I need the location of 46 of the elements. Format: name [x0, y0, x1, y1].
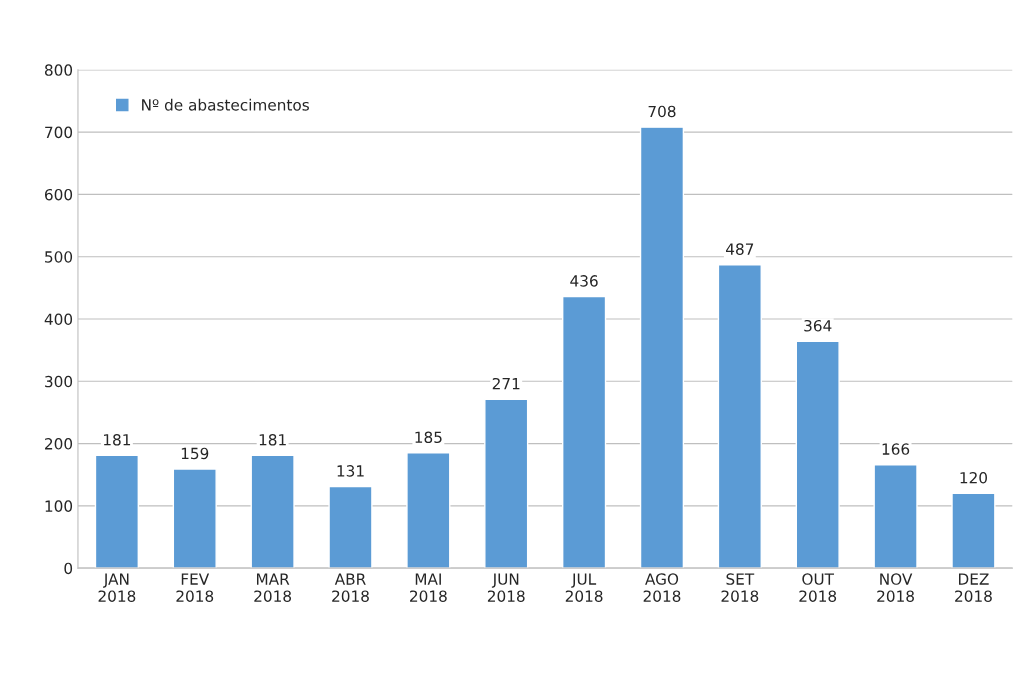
bar	[484, 398, 529, 569]
y-tick-label: 700	[45, 126, 73, 139]
bar	[873, 464, 918, 569]
bar	[717, 264, 762, 569]
bar	[561, 295, 607, 569]
x-tick-label: NOV 2018	[877, 573, 914, 602]
data-label: 271	[492, 377, 520, 390]
y-tick-label: 800	[44, 64, 73, 76]
bar	[94, 454, 139, 569]
x-tick-label: MAR 2018	[254, 573, 292, 602]
data-label: 487	[726, 243, 754, 255]
data-label: 181	[103, 433, 131, 446]
data-label: 436	[570, 275, 598, 287]
bar	[795, 340, 840, 569]
x-tick-label: MAI 2018	[410, 573, 447, 602]
y-tick-label: 400	[44, 313, 73, 326]
x-tick-label: JUN 2018	[487, 573, 525, 602]
y-tick-label: 100	[45, 500, 73, 512]
y-tick-label: 0	[64, 562, 73, 575]
data-label: 708	[648, 105, 676, 118]
x-tick-label: DEZ 2018	[955, 573, 992, 602]
data-label: 166	[882, 443, 910, 455]
data-label: 364	[804, 319, 832, 332]
data-label: 159	[181, 447, 209, 460]
data-label: 181	[259, 433, 286, 446]
y-tick-label: 600	[45, 188, 73, 201]
x-tick-label: AGO 2018	[643, 573, 681, 602]
x-tick-label: JUL 2018	[565, 573, 603, 602]
data-label: 131	[337, 465, 364, 477]
x-tick-label: FEV 2018	[176, 573, 214, 602]
x-tick-label: SET 2018	[721, 573, 759, 602]
x-tick-label: ABR 2018	[332, 573, 369, 602]
legend-label: Nº de abastecimentos	[142, 98, 309, 111]
bar	[951, 492, 996, 569]
y-tick-label: 500	[45, 251, 73, 263]
data-label: 120	[960, 471, 988, 484]
x-tick-label: OUT 2018	[799, 573, 837, 602]
data-label: 185	[415, 431, 442, 444]
bar	[250, 454, 295, 569]
y-tick-label: 200	[45, 438, 73, 450]
x-tick-label: JAN 2018	[98, 573, 136, 602]
bar	[639, 126, 685, 569]
bar	[172, 468, 217, 569]
y-tick-label: 300	[45, 375, 73, 388]
bar	[328, 485, 373, 569]
bar	[406, 452, 451, 569]
